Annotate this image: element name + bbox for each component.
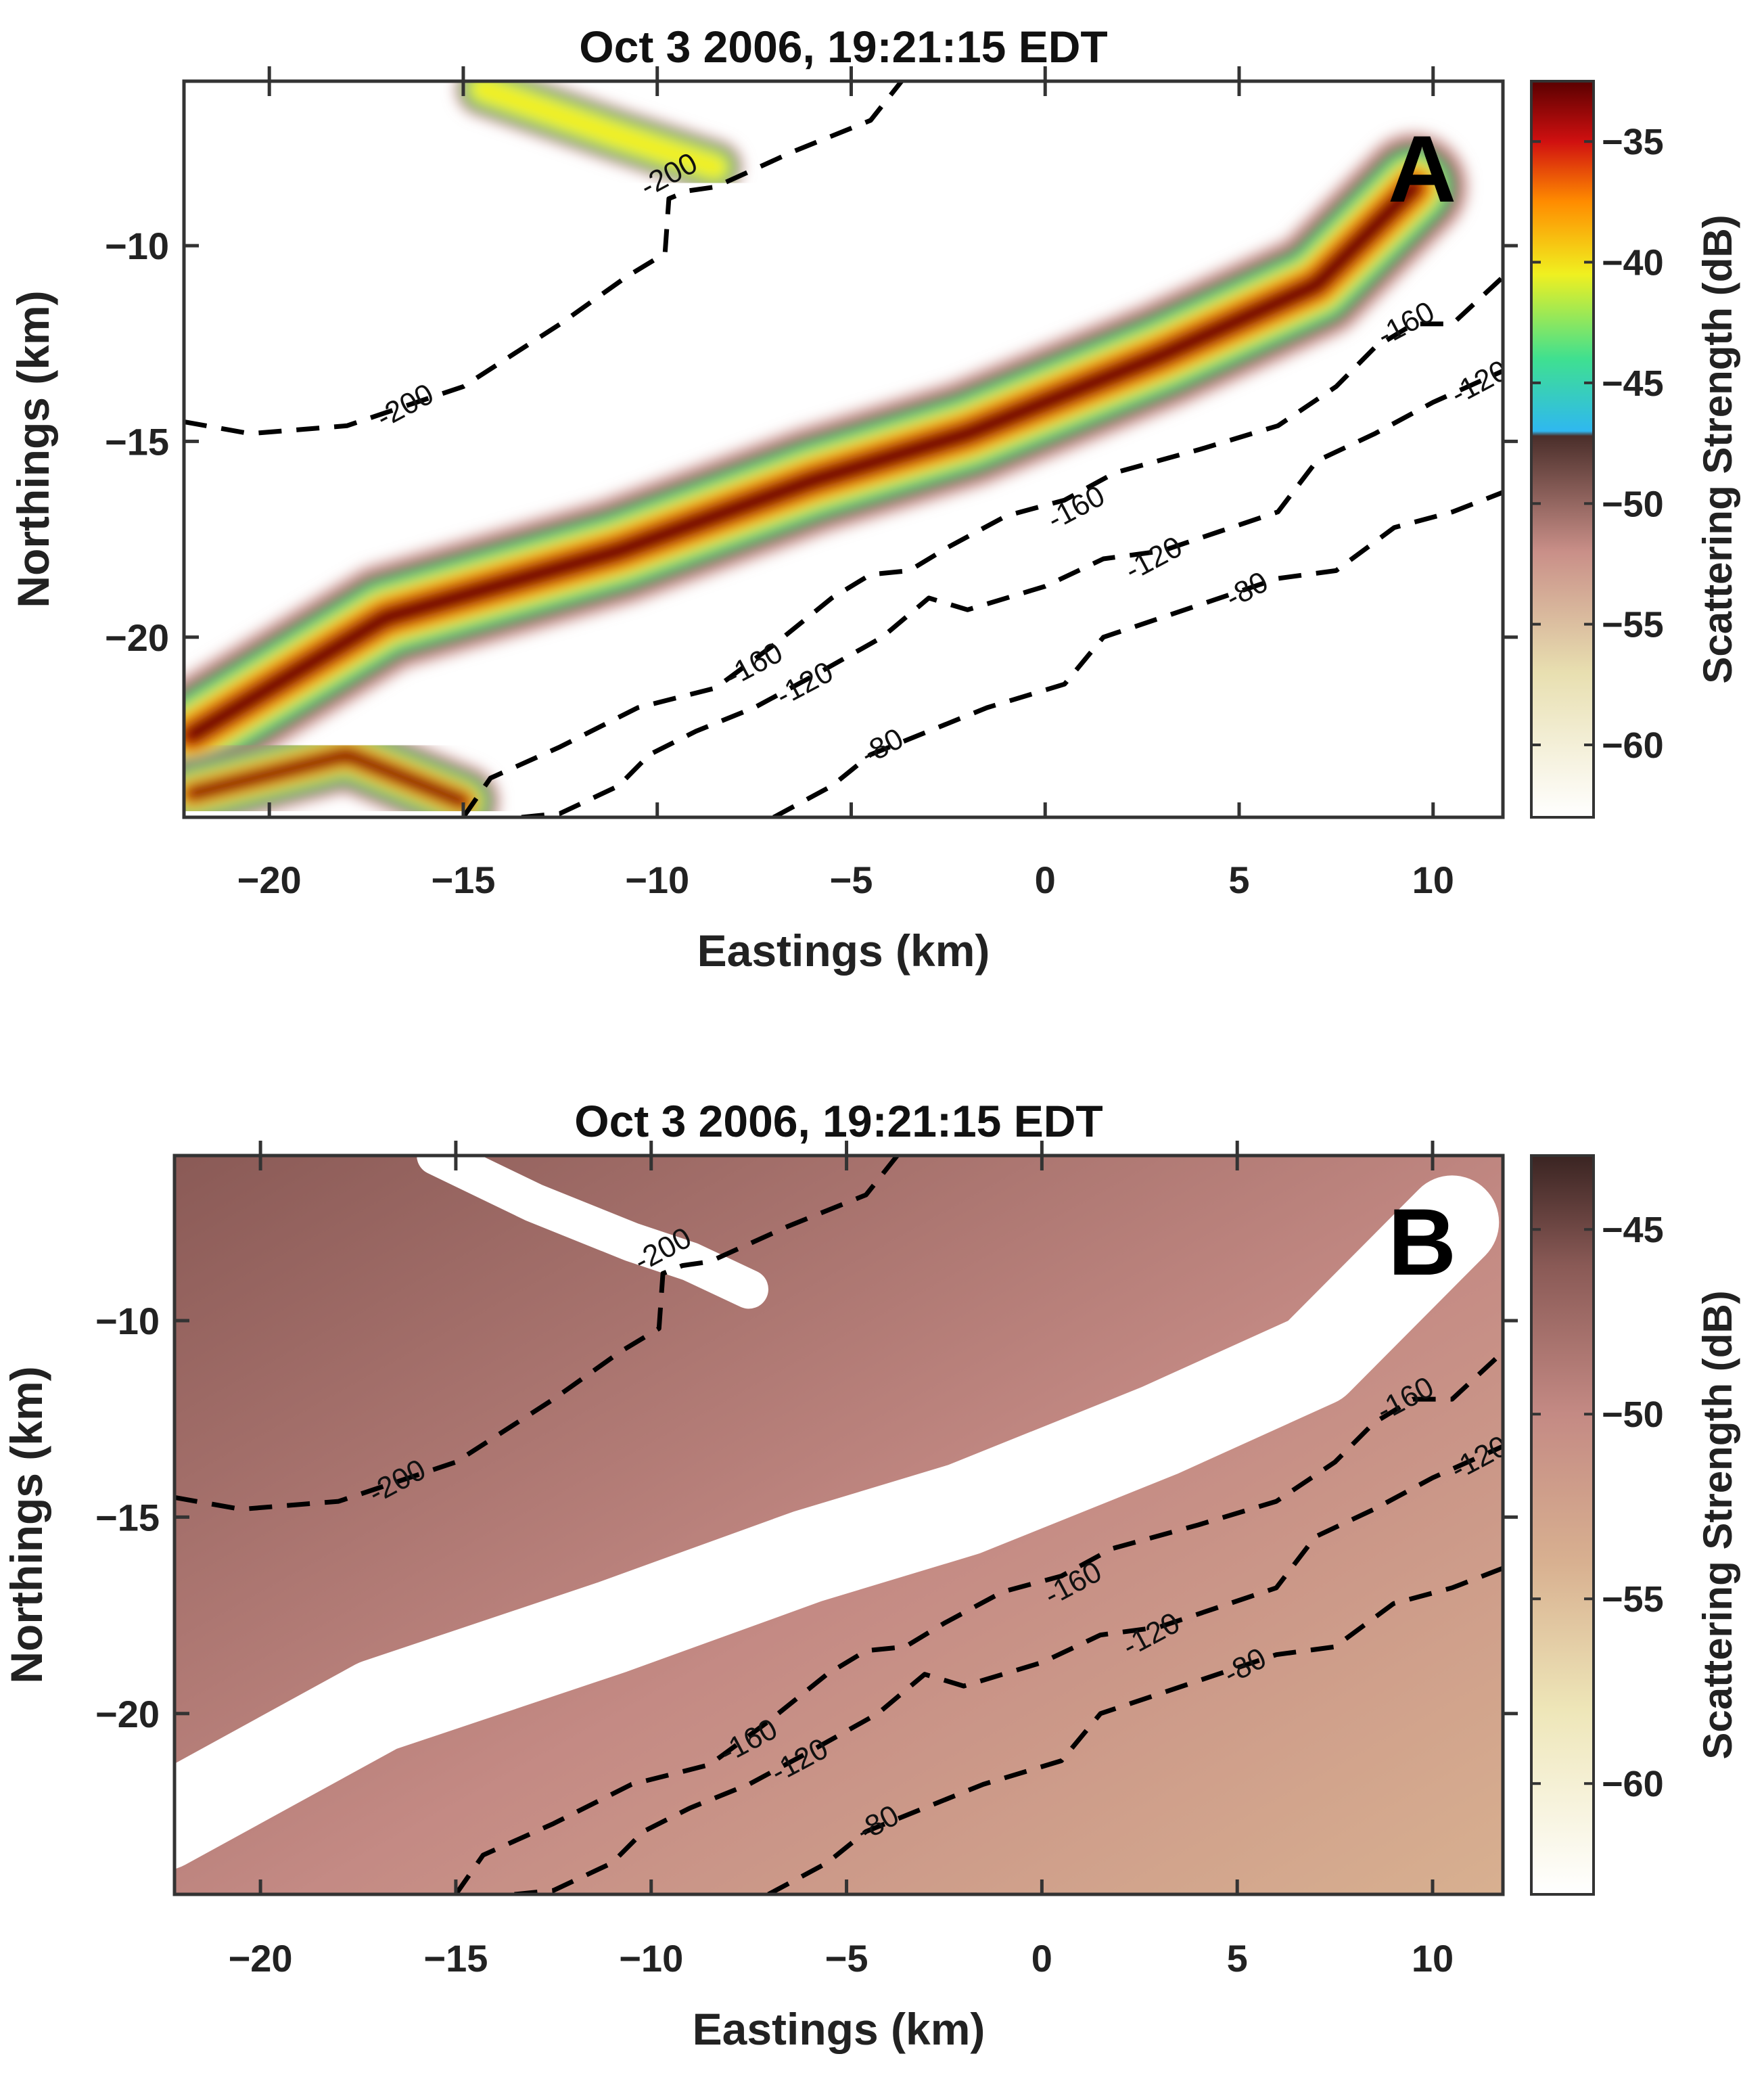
x-tick-label: 10	[1412, 859, 1454, 901]
panel-label: A	[1388, 116, 1456, 222]
x-tick-label: 0	[1031, 1937, 1052, 1980]
colorbar-tick-label: −50	[1602, 484, 1664, 524]
upper-left-patch	[455, 81, 743, 195]
y-tick-label: −10	[95, 1300, 160, 1342]
masked-patch	[417, 1156, 768, 1309]
colorbar-tick-label: −55	[1602, 605, 1664, 645]
x-tick-label: −5	[825, 1937, 868, 1980]
x-tick-label: −10	[619, 1937, 683, 1980]
x-tick-label: −15	[431, 859, 495, 901]
contour-neg160	[461, 275, 1503, 817]
main-scattering-band	[184, 133, 1468, 790]
colorbar-tick-label: −50	[1602, 1394, 1664, 1435]
colorbar-tick-label: −60	[1602, 725, 1664, 766]
contour-neg80	[767, 1566, 1503, 1894]
heatmap-field: -200-200-160-160-160-120-120-120-80-80	[184, 81, 1503, 817]
heatmap-field: -200-200-160-160-160-120-120-120-80-80	[175, 1156, 1503, 1894]
y-tick-label: −15	[105, 420, 169, 463]
x-tick-label: 5	[1228, 859, 1249, 901]
x-tick-label: 10	[1412, 1937, 1454, 1980]
axes-frame	[182, 79, 1505, 819]
y-axis-label: Northings (km)	[1, 1366, 51, 1683]
y-tick-label: −15	[95, 1496, 160, 1538]
lower-left-band-layer	[186, 749, 469, 808]
upper-left-patch-layer	[468, 81, 730, 181]
contour-neg120	[521, 369, 1503, 817]
chart-title: Oct 3 2006, 19:21:15 EDT	[579, 22, 1107, 72]
contour-neg160	[454, 1350, 1503, 1894]
contour-neg120	[514, 1444, 1503, 1894]
colorbar-label: Scattering Strength (dB)	[1695, 214, 1740, 683]
main-scattering-band-layer	[184, 178, 1422, 744]
panel-a: -200-200-160-160-160-120-120-120-80-80 −2…	[8, 22, 1740, 976]
panel-b: -200-200-160-160-160-120-120-120-80-80 −2…	[1, 1096, 1740, 2054]
colorbar-tick-label: −60	[1602, 1764, 1664, 1804]
colorbar-tick-label: −45	[1602, 363, 1664, 404]
axes-frame	[172, 1154, 1505, 1896]
x-tick-label: −20	[229, 1937, 293, 1980]
colorbar-tick-label: −40	[1602, 243, 1664, 283]
x-axis-label: Eastings (km)	[697, 926, 990, 976]
colorbar	[1530, 80, 1595, 819]
colorbar-tick-label: −35	[1602, 122, 1664, 162]
panel-label: B	[1388, 1189, 1456, 1295]
colorbar	[1530, 1154, 1595, 1896]
x-tick-label: −5	[830, 859, 873, 901]
x-tick-label: −15	[423, 1937, 488, 1980]
contour-neg80	[772, 490, 1503, 817]
x-axis-label: Eastings (km)	[693, 2004, 985, 2054]
chart-title: Oct 3 2006, 19:21:15 EDT	[574, 1096, 1102, 1146]
y-tick-label: −10	[105, 225, 169, 267]
colorbar-tick-label: −45	[1602, 1210, 1664, 1250]
lower-left-band	[184, 719, 500, 817]
y-tick-label: −20	[105, 616, 169, 659]
colorbar-tick-label: −55	[1602, 1579, 1664, 1620]
y-tick-label: −20	[95, 1693, 160, 1735]
y-axis-label: Northings (km)	[8, 290, 58, 608]
contour-neg200	[184, 81, 904, 436]
x-tick-label: −20	[237, 859, 302, 901]
masked-band	[175, 1175, 1500, 1869]
x-tick-label: 5	[1227, 1937, 1248, 1980]
colorbar-label: Scattering Strength (dB)	[1695, 1290, 1740, 1759]
x-tick-label: 0	[1035, 859, 1056, 901]
contour-neg200	[175, 1156, 900, 1512]
x-tick-label: −10	[625, 859, 689, 901]
